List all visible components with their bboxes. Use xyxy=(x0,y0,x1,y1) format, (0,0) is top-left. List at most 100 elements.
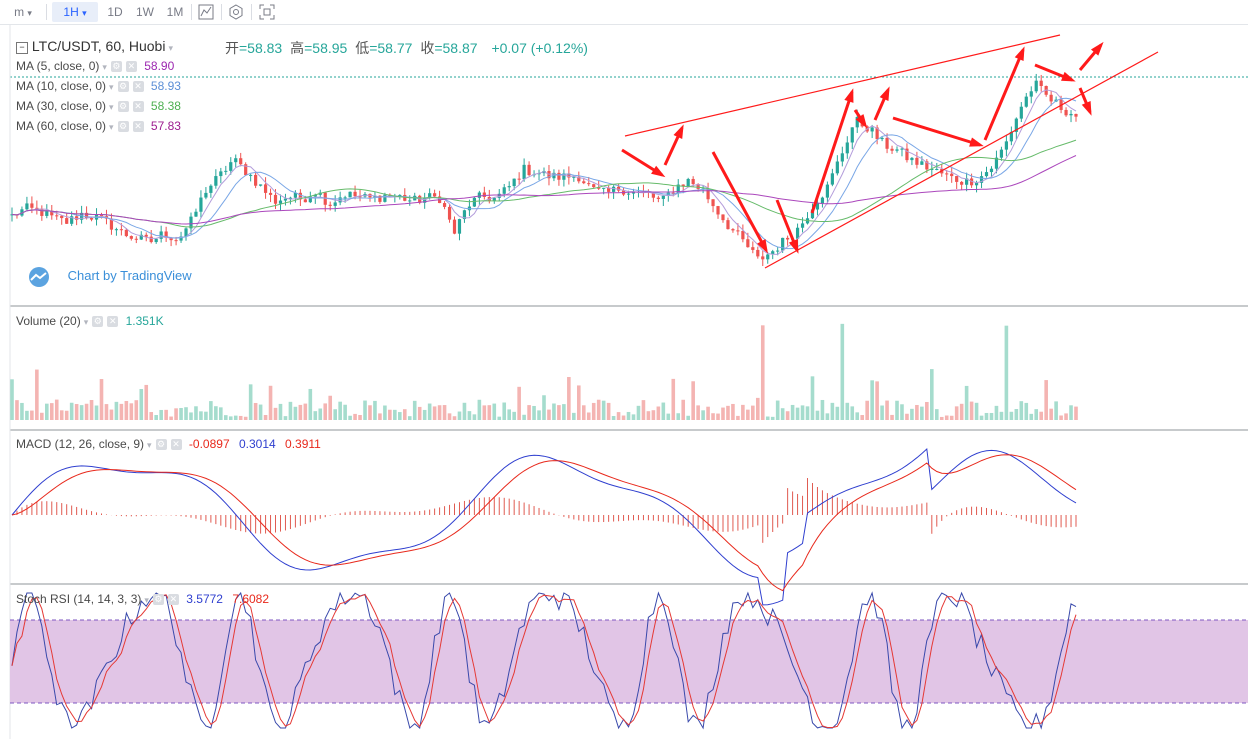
ma60-legend[interactable]: MA (60, close, 0) ▾ ⚙ ✕ 57.83 xyxy=(16,119,181,133)
settings-icon[interactable]: ⚙ xyxy=(117,121,129,133)
candle-up xyxy=(278,200,283,204)
candle-up xyxy=(900,148,904,150)
ma30-label: MA (30, close, 0) xyxy=(16,99,107,113)
interval-1w-button[interactable]: 1W xyxy=(136,5,154,19)
volume-bar xyxy=(800,405,805,420)
candle-up xyxy=(25,203,29,210)
close-icon[interactable]: ✕ xyxy=(132,81,144,93)
volume-legend[interactable]: Volume (20) ▾ ⚙ ✕ 1.351K xyxy=(16,314,164,328)
volume-bar xyxy=(552,403,556,420)
volume-bar xyxy=(875,381,879,420)
volume-bar xyxy=(54,399,59,420)
ma10-legend[interactable]: MA (10, close, 0) ▾ ⚙ ✕ 58.93 xyxy=(16,79,181,93)
candle-down xyxy=(721,214,725,221)
candle-down xyxy=(691,178,695,185)
candle-down xyxy=(244,164,248,176)
volume-bar xyxy=(646,411,651,420)
volume-bar xyxy=(288,401,293,420)
candle-down xyxy=(875,127,879,140)
ma5-legend[interactable]: MA (5, close, 0) ▾ ⚙ ✕ 58.90 xyxy=(16,59,174,73)
candle-up xyxy=(383,194,387,202)
toolbar-divider xyxy=(221,4,222,20)
candle-up xyxy=(776,250,780,252)
interval-1h-button[interactable]: 1H ▾ xyxy=(52,2,98,22)
candle-down xyxy=(616,186,621,191)
fullscreen-icon[interactable] xyxy=(256,2,278,22)
close-icon[interactable]: ✕ xyxy=(107,316,119,328)
candle-up xyxy=(373,195,377,198)
tradingview-watermark[interactable]: Chart by TradingView xyxy=(24,266,192,288)
volume-bar xyxy=(25,410,29,420)
candle-up xyxy=(219,171,223,177)
volume-bar xyxy=(323,403,328,420)
symbol-legend[interactable]: − LTC/USDT, 60, Huobi ▾ xyxy=(16,38,173,54)
candle-up xyxy=(408,200,412,202)
chevron-down-icon[interactable]: ▾ xyxy=(109,102,114,112)
close-icon[interactable]: ✕ xyxy=(132,121,144,133)
settings-icon[interactable] xyxy=(226,2,246,22)
macd-signal-value: 0.3911 xyxy=(285,437,321,451)
interval-1d-button[interactable]: 1D xyxy=(107,5,123,19)
candle-up xyxy=(179,236,183,241)
close-icon[interactable]: ✕ xyxy=(125,61,137,73)
toolbar: m ▾ 1H ▾ 1D 1W 1M xyxy=(0,0,1248,25)
settings-icon[interactable]: ⚙ xyxy=(117,101,129,113)
ma30-legend[interactable]: MA (30, close, 0) ▾ ⚙ ✕ 58.38 xyxy=(16,99,181,113)
volume-bar xyxy=(393,409,397,420)
volume-bar xyxy=(726,405,730,420)
volume-bar xyxy=(412,400,417,420)
volume-bar xyxy=(49,403,54,420)
collapse-icon[interactable]: − xyxy=(16,42,28,54)
volume-bar xyxy=(283,416,288,420)
close-icon[interactable]: ✕ xyxy=(167,594,179,606)
chevron-down-icon[interactable]: ▾ xyxy=(83,317,89,327)
arrow-shaft xyxy=(711,151,768,251)
close-icon[interactable]: ✕ xyxy=(132,101,144,113)
volume-bar xyxy=(751,405,755,420)
settings-icon[interactable]: ⚙ xyxy=(110,61,122,73)
chevron-down-icon[interactable]: ▾ xyxy=(109,82,114,92)
volume-bar xyxy=(223,415,228,420)
volume-bar xyxy=(691,381,695,420)
settings-icon[interactable]: ⚙ xyxy=(155,439,167,451)
candle-up xyxy=(870,127,874,132)
symbol-short-label: m xyxy=(14,5,25,19)
candle-down xyxy=(731,229,735,231)
volume-bar xyxy=(532,405,536,420)
volume-bar xyxy=(616,412,621,420)
candle-up xyxy=(70,216,74,224)
chevron-down-icon[interactable]: ▾ xyxy=(168,43,173,53)
candle-up xyxy=(293,192,298,198)
chevron-down-icon[interactable]: ▾ xyxy=(147,440,152,450)
volume-bar xyxy=(581,405,586,420)
chevron-down-icon[interactable]: ▾ xyxy=(144,595,149,605)
volume-bar xyxy=(189,412,193,420)
volume-bar xyxy=(949,415,954,420)
chevron-down-icon[interactable]: ▾ xyxy=(102,62,107,72)
candle-down xyxy=(1049,94,1053,102)
candle-down xyxy=(273,194,278,204)
price-chart[interactable] xyxy=(0,25,1248,739)
symbol-selector[interactable]: m ▾ xyxy=(4,2,42,22)
settings-icon[interactable]: ⚙ xyxy=(92,316,104,328)
candle-down xyxy=(75,216,79,220)
chart-style-icon[interactable] xyxy=(196,2,216,22)
macd-legend[interactable]: MACD (12, 26, close, 9) ▾ ⚙ ✕ -0.0897 0.301… xyxy=(16,437,321,451)
interval-1m-button[interactable]: 1M xyxy=(166,5,184,19)
volume-bar xyxy=(984,412,989,420)
stoch-rsi-legend[interactable]: Stoch RSI (14, 14, 3, 3) ▾ ⚙ ✕ 3.5772 7.608… xyxy=(16,592,269,606)
settings-icon[interactable]: ⚙ xyxy=(117,81,129,93)
volume-bar xyxy=(159,409,163,420)
close-icon[interactable]: ✕ xyxy=(170,439,182,451)
candle-down xyxy=(1074,113,1078,117)
candle-up xyxy=(602,187,606,189)
candle-down xyxy=(109,218,114,230)
settings-icon[interactable]: ⚙ xyxy=(152,594,164,606)
candle-down xyxy=(174,240,178,242)
volume-bar xyxy=(492,403,497,420)
candle-down xyxy=(65,218,69,224)
volume-bar xyxy=(974,402,979,420)
stoch-d-line xyxy=(11,593,1077,728)
candle-down xyxy=(711,199,715,207)
chevron-down-icon[interactable]: ▾ xyxy=(109,122,114,132)
